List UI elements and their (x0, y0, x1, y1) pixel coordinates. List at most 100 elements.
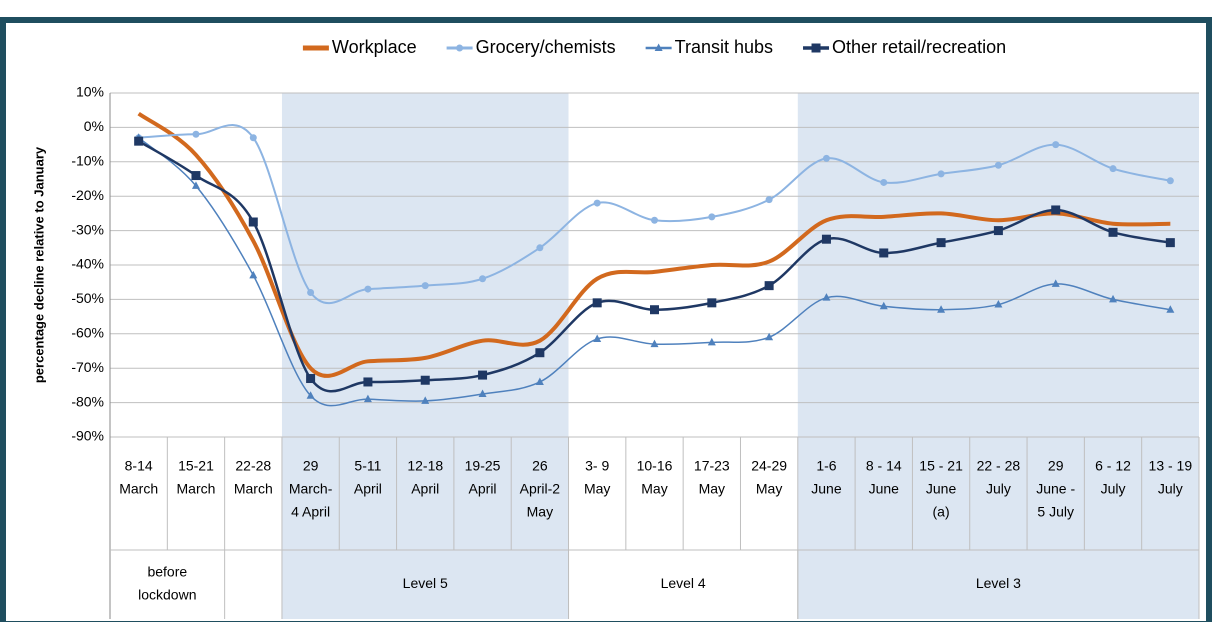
x-tick-label: 5-11 (354, 458, 381, 474)
x-tick-label: 29 (1048, 458, 1064, 474)
point (363, 377, 373, 387)
x-tick-label: May (641, 481, 667, 497)
point (478, 370, 488, 380)
point (651, 216, 658, 224)
y-tick-label: 0% (84, 118, 104, 134)
phase-label: Level 4 (661, 575, 706, 591)
x-tick-label: April (354, 481, 382, 497)
x-tick-label: 22-28 (235, 458, 271, 474)
point (306, 374, 316, 384)
x-tick-label: 22 - 28 (977, 458, 1021, 474)
point (1109, 294, 1118, 303)
point (650, 305, 659, 315)
point (592, 298, 602, 308)
point (707, 298, 717, 308)
point (1165, 238, 1175, 248)
x-tick-label: 12-18 (407, 458, 443, 474)
point (363, 394, 372, 403)
legend-label: Workplace (332, 37, 417, 57)
x-tick-label: July (1101, 481, 1126, 497)
x-tick-label: May (527, 504, 553, 520)
point (535, 377, 544, 385)
x-tick-label: 5 July (1037, 504, 1074, 520)
point (1109, 165, 1117, 173)
point (764, 281, 774, 291)
x-tick-label: June (926, 481, 957, 497)
x-tick-label: 8-14 (125, 458, 153, 474)
point (1166, 305, 1175, 313)
point (420, 375, 430, 385)
point (879, 301, 888, 310)
point (249, 270, 258, 279)
point (421, 396, 430, 404)
point (479, 275, 487, 283)
point (765, 196, 773, 204)
x-tick-label: May (699, 481, 725, 497)
point (994, 300, 1003, 308)
x-tick-label: 1-6 (816, 458, 836, 474)
point (536, 244, 544, 252)
point (936, 238, 946, 248)
y-tick-label: -70% (71, 359, 104, 375)
legend-marker (811, 43, 821, 53)
x-tick-label: April (469, 481, 497, 497)
y-tick-label: -80% (71, 393, 104, 409)
point (421, 282, 429, 290)
point (880, 178, 888, 186)
legend-item: Grocery/chemists (446, 37, 616, 57)
y-tick-label: -50% (71, 290, 104, 306)
y-axis-title: percentage decline relative to January (31, 146, 46, 383)
legend-marker (456, 44, 464, 52)
x-tick-label: 10-16 (637, 458, 673, 474)
point (364, 285, 372, 293)
x-tick-label: May (584, 481, 610, 497)
x-tick-label: July (986, 481, 1011, 497)
x-tick-label: March (234, 481, 273, 497)
point (593, 334, 602, 342)
phase-shade (797, 93, 1199, 619)
point (708, 213, 716, 221)
point (1051, 279, 1060, 287)
legend-item: Other retail/recreation (803, 37, 1006, 57)
point (822, 293, 831, 301)
point (822, 154, 830, 162)
x-tick-label: 26 (532, 458, 548, 474)
x-tick-label: May (756, 481, 782, 497)
series-line (138, 137, 1171, 407)
point (191, 181, 200, 189)
x-tick-label: March (119, 481, 158, 497)
point (993, 226, 1003, 236)
x-tick-label: 4 April (291, 504, 330, 520)
point (535, 348, 545, 358)
legend-marker (654, 43, 663, 51)
phase-label: Level 5 (403, 575, 448, 591)
x-tick-label: June (869, 481, 900, 497)
point (593, 199, 601, 207)
x-tick-label: March (177, 481, 216, 497)
point (1052, 141, 1060, 149)
x-tick-label: June (811, 481, 842, 497)
y-tick-label: -20% (71, 187, 104, 203)
point (306, 391, 315, 399)
x-tick-label: April (411, 481, 439, 497)
phase-label: Level 3 (976, 575, 1021, 591)
legend-item: Transit hubs (645, 37, 773, 57)
x-tick-label: (a) (933, 504, 950, 520)
x-tick-label: 8 - 14 (866, 458, 902, 474)
x-tick-label: 13 - 19 (1149, 458, 1193, 474)
x-tick-label: March- (289, 481, 333, 497)
x-tick-label: 19-25 (465, 458, 501, 474)
x-tick-label: 17-23 (694, 458, 730, 474)
y-tick-label: -30% (71, 221, 104, 237)
point (1051, 205, 1061, 215)
point (249, 134, 257, 142)
y-tick-label: -40% (71, 256, 104, 272)
point (478, 389, 487, 397)
legend-label: Other retail/recreation (832, 37, 1006, 57)
x-tick-label: 15-21 (178, 458, 214, 474)
point (994, 161, 1002, 169)
point (1166, 177, 1174, 185)
point (191, 171, 201, 181)
point (879, 248, 889, 258)
